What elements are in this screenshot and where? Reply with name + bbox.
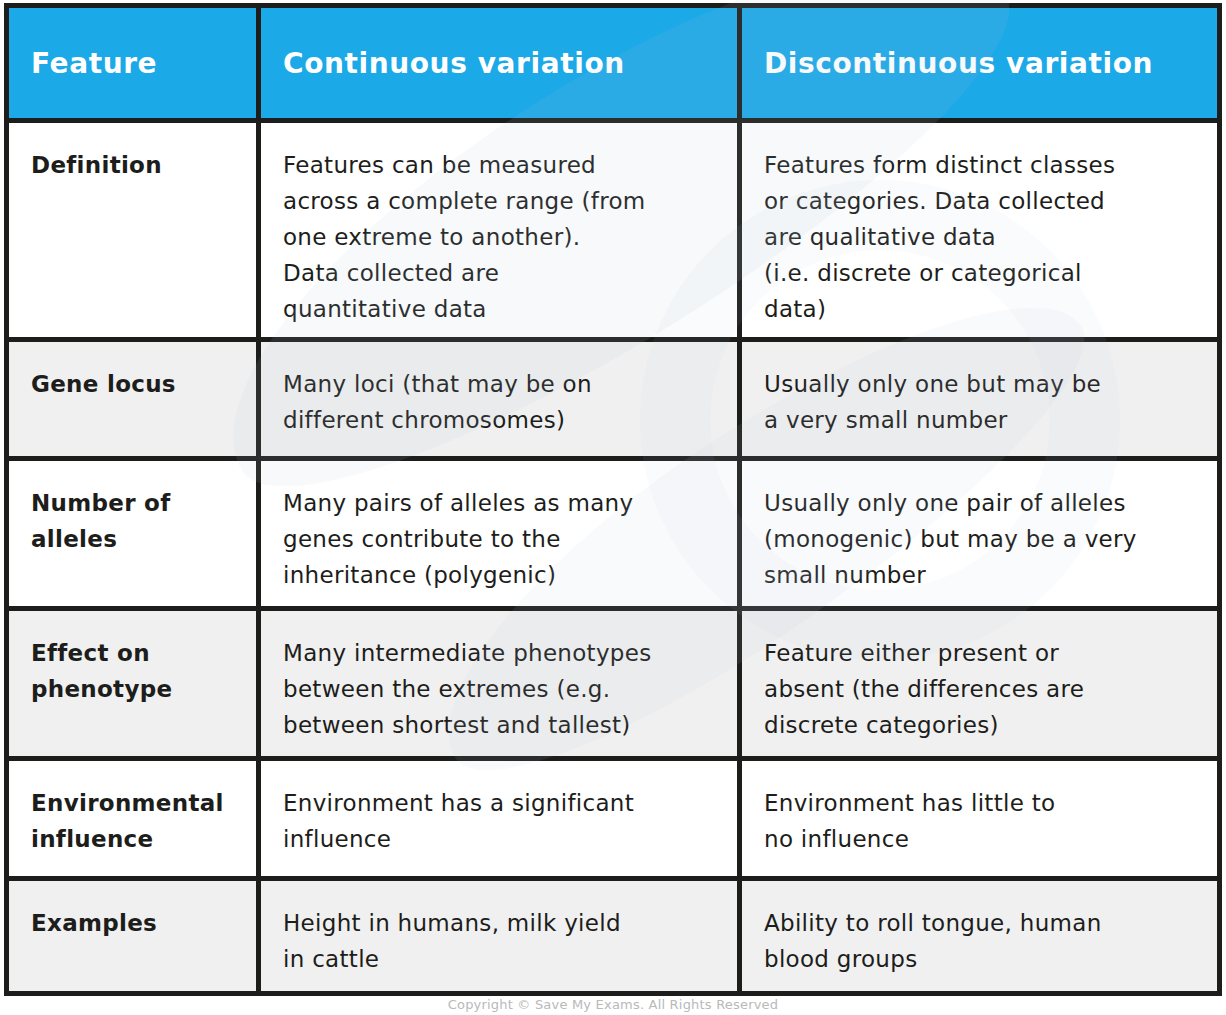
cell-environmental-influence-continuous: Environment has a significant influence: [261, 761, 737, 876]
cell-effect-on-phenotype-continuous: Many intermediate phenotypes between the…: [261, 611, 737, 756]
cell-effect-on-phenotype-discontinuous: Feature either present or absent (the di…: [742, 611, 1217, 756]
cell-environmental-influence-discontinuous: Environment has little to no influence: [742, 761, 1217, 876]
cell-number-of-alleles-discontinuous: Usually only one pair of alleles (monoge…: [742, 461, 1217, 606]
variation-comparison-table: Feature Continuous variation Discontinuo…: [4, 3, 1222, 996]
cell-gene-locus-continuous: Many loci (that may be on different chro…: [261, 342, 737, 456]
column-header-feature: Feature: [9, 8, 256, 118]
row-label-effect-on-phenotype: Effect on phenotype: [9, 611, 256, 756]
cell-number-of-alleles-continuous: Many pairs of alleles as many genes cont…: [261, 461, 737, 606]
column-header-continuous-variation: Continuous variation: [261, 8, 737, 118]
cell-examples-continuous: Height in humans, milk yield in cattle: [261, 881, 737, 991]
column-header-discontinuous-variation: Discontinuous variation: [742, 8, 1217, 118]
copyright-notice: Copyright © Save My Exams. All Rights Re…: [0, 997, 1226, 1012]
cell-definition-discontinuous: Features form distinct classes or catego…: [742, 123, 1217, 337]
row-label-environmental-influence: Environmental influence: [9, 761, 256, 876]
cell-examples-discontinuous: Ability to roll tongue, human blood grou…: [742, 881, 1217, 991]
row-label-examples: Examples: [9, 881, 256, 991]
cell-definition-continuous: Features can be measured across a comple…: [261, 123, 737, 337]
row-label-gene-locus: Gene locus: [9, 342, 256, 456]
row-label-definition: Definition: [9, 123, 256, 337]
cell-gene-locus-discontinuous: Usually only one but may be a very small…: [742, 342, 1217, 456]
row-label-number-of-alleles: Number of alleles: [9, 461, 256, 606]
